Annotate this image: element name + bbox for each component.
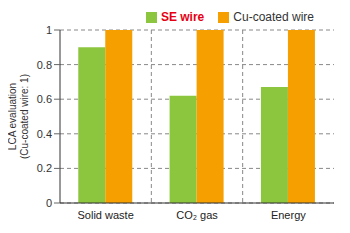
svg-text:Solid waste: Solid waste — [78, 209, 134, 221]
html-text:SE wire: SE wire — [160, 10, 205, 24]
svg-text:0: 0 — [46, 197, 52, 209]
svg-text:Energy: Energy — [271, 209, 306, 221]
svg-text:0.2: 0.2 — [37, 162, 52, 174]
svg-text:0.4: 0.4 — [37, 128, 52, 140]
svg-text:1: 1 — [46, 24, 52, 36]
html-text:Cu-coated wire: Cu-coated wire — [233, 10, 314, 24]
svg-text:CO₂ gas: CO₂ gas — [176, 209, 218, 221]
svg-text:0.6: 0.6 — [37, 93, 52, 105]
svg-text:0.8: 0.8 — [37, 59, 52, 71]
svg-text:LCA evaluation(Cu-coated wire:: LCA evaluation(Cu-coated wire: 1) — [8, 74, 30, 159]
